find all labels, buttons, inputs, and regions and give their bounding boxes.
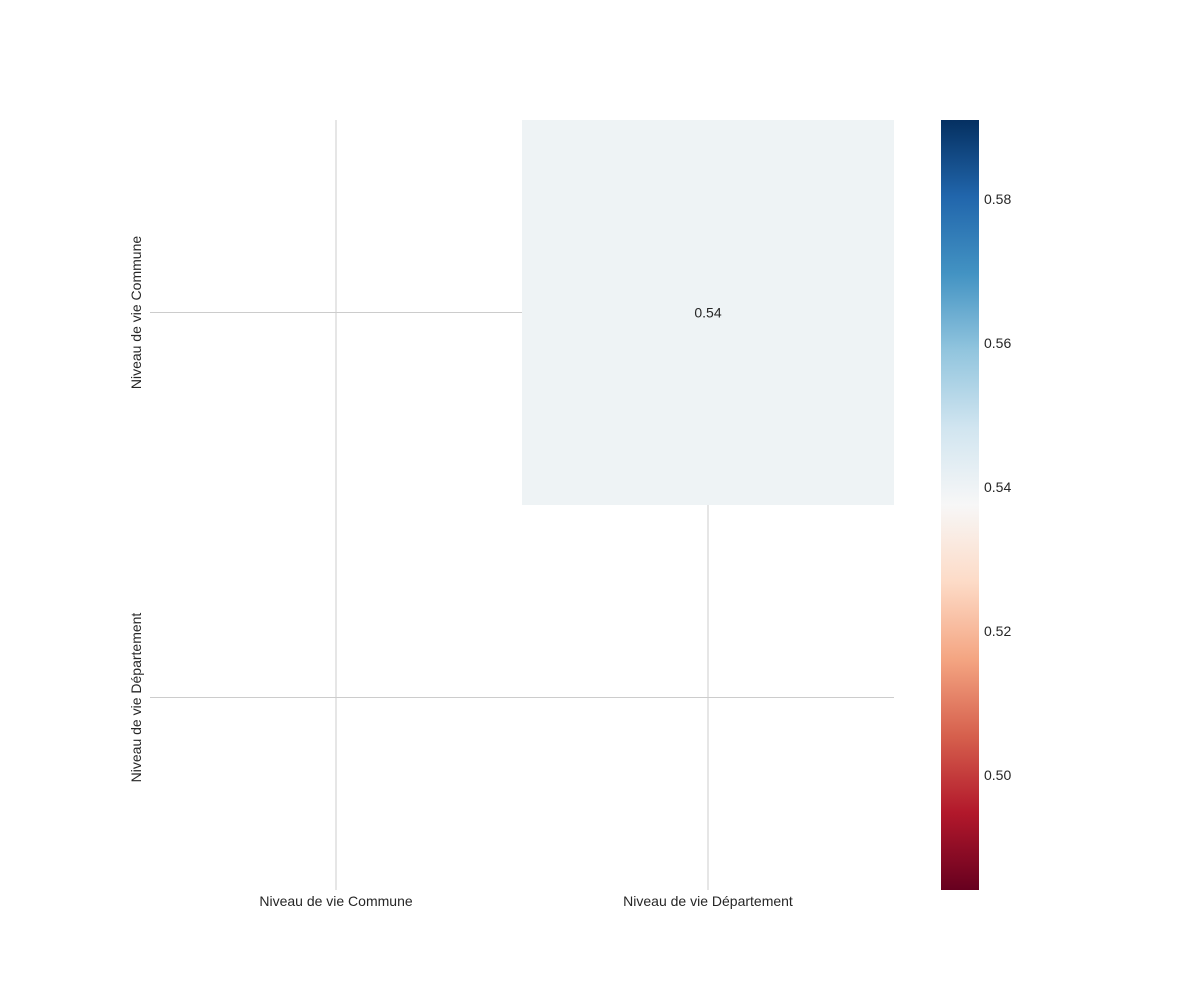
colorbar-tick-label: 0.54	[984, 479, 1011, 495]
y-tick-label: Niveau de vie Département	[128, 613, 144, 783]
colorbar-tick-label: 0.56	[984, 335, 1011, 351]
x-tick-label: Niveau de vie Commune	[259, 893, 413, 909]
cell-value-label: 0.54	[694, 305, 721, 321]
colorbar-tick-label: 0.50	[984, 767, 1011, 783]
colorbar-gradient	[941, 120, 979, 890]
x-tick-label: Niveau de vie Département	[623, 893, 793, 909]
colorbar-tick-label: 0.58	[984, 191, 1011, 207]
x-tick-labels: Niveau de vie Commune Niveau de vie Dépar…	[259, 893, 793, 909]
colorbar-tick-label: 0.52	[984, 623, 1011, 639]
colorbar: 0.50 0.52 0.54 0.56 0.58	[941, 120, 1011, 890]
y-tick-label: Niveau de vie Commune	[128, 236, 144, 390]
y-tick-labels: Niveau de vie Commune Niveau de vie Dépar…	[128, 236, 144, 783]
heatmap-cell	[522, 120, 894, 505]
heatmap-cells: 0.54	[522, 120, 894, 505]
